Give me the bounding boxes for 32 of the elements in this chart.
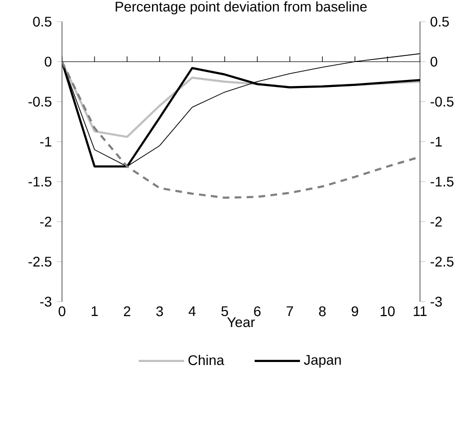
y2-tick-label: 0.5 xyxy=(430,16,449,27)
y-tick-label: -2 xyxy=(40,216,52,227)
y2-tick-label: -0.5 xyxy=(430,96,454,107)
y-tick-label: -2.5 xyxy=(28,256,52,267)
y2-tick-label: -1.5 xyxy=(430,176,454,187)
x-tick-label: 3 xyxy=(156,306,163,316)
y2-tick-label: -2.5 xyxy=(430,256,454,267)
y2-tick-label: -1 xyxy=(430,136,442,146)
y2-tick-label: -3 xyxy=(430,296,442,307)
x-tick-label: 6 xyxy=(254,306,261,316)
y-tick-label: 0 xyxy=(44,56,52,67)
x-tick-label: 11 xyxy=(414,306,427,316)
x-axis-title: Year xyxy=(227,317,255,328)
x-tick-label: 9 xyxy=(352,306,358,316)
y-tick-label: -3 xyxy=(40,296,52,307)
legend-label: Japan xyxy=(304,355,341,368)
x-tick-label: 5 xyxy=(221,306,228,316)
chart-title: Percentage point deviation from baseline xyxy=(116,1,367,14)
y2-tick-label: -2 xyxy=(430,216,442,227)
x-tick-label: 7 xyxy=(286,306,293,316)
x-tick-label: 2 xyxy=(124,306,130,316)
x-tick-label: 0 xyxy=(58,306,66,316)
y-tick-label: -0.5 xyxy=(28,96,52,107)
y-tick-label: -1 xyxy=(40,136,52,146)
y2-tick-label: 0 xyxy=(430,56,438,67)
y-tick-label: -1.5 xyxy=(28,176,52,187)
x-tick-label: 1 xyxy=(92,306,98,316)
legend-label: China xyxy=(188,354,224,366)
x-tick-label: 4 xyxy=(188,306,196,316)
y-tick-label: 0.5 xyxy=(33,16,52,27)
x-tick-label: 10 xyxy=(380,306,395,316)
x-tick-label: 8 xyxy=(319,306,326,316)
